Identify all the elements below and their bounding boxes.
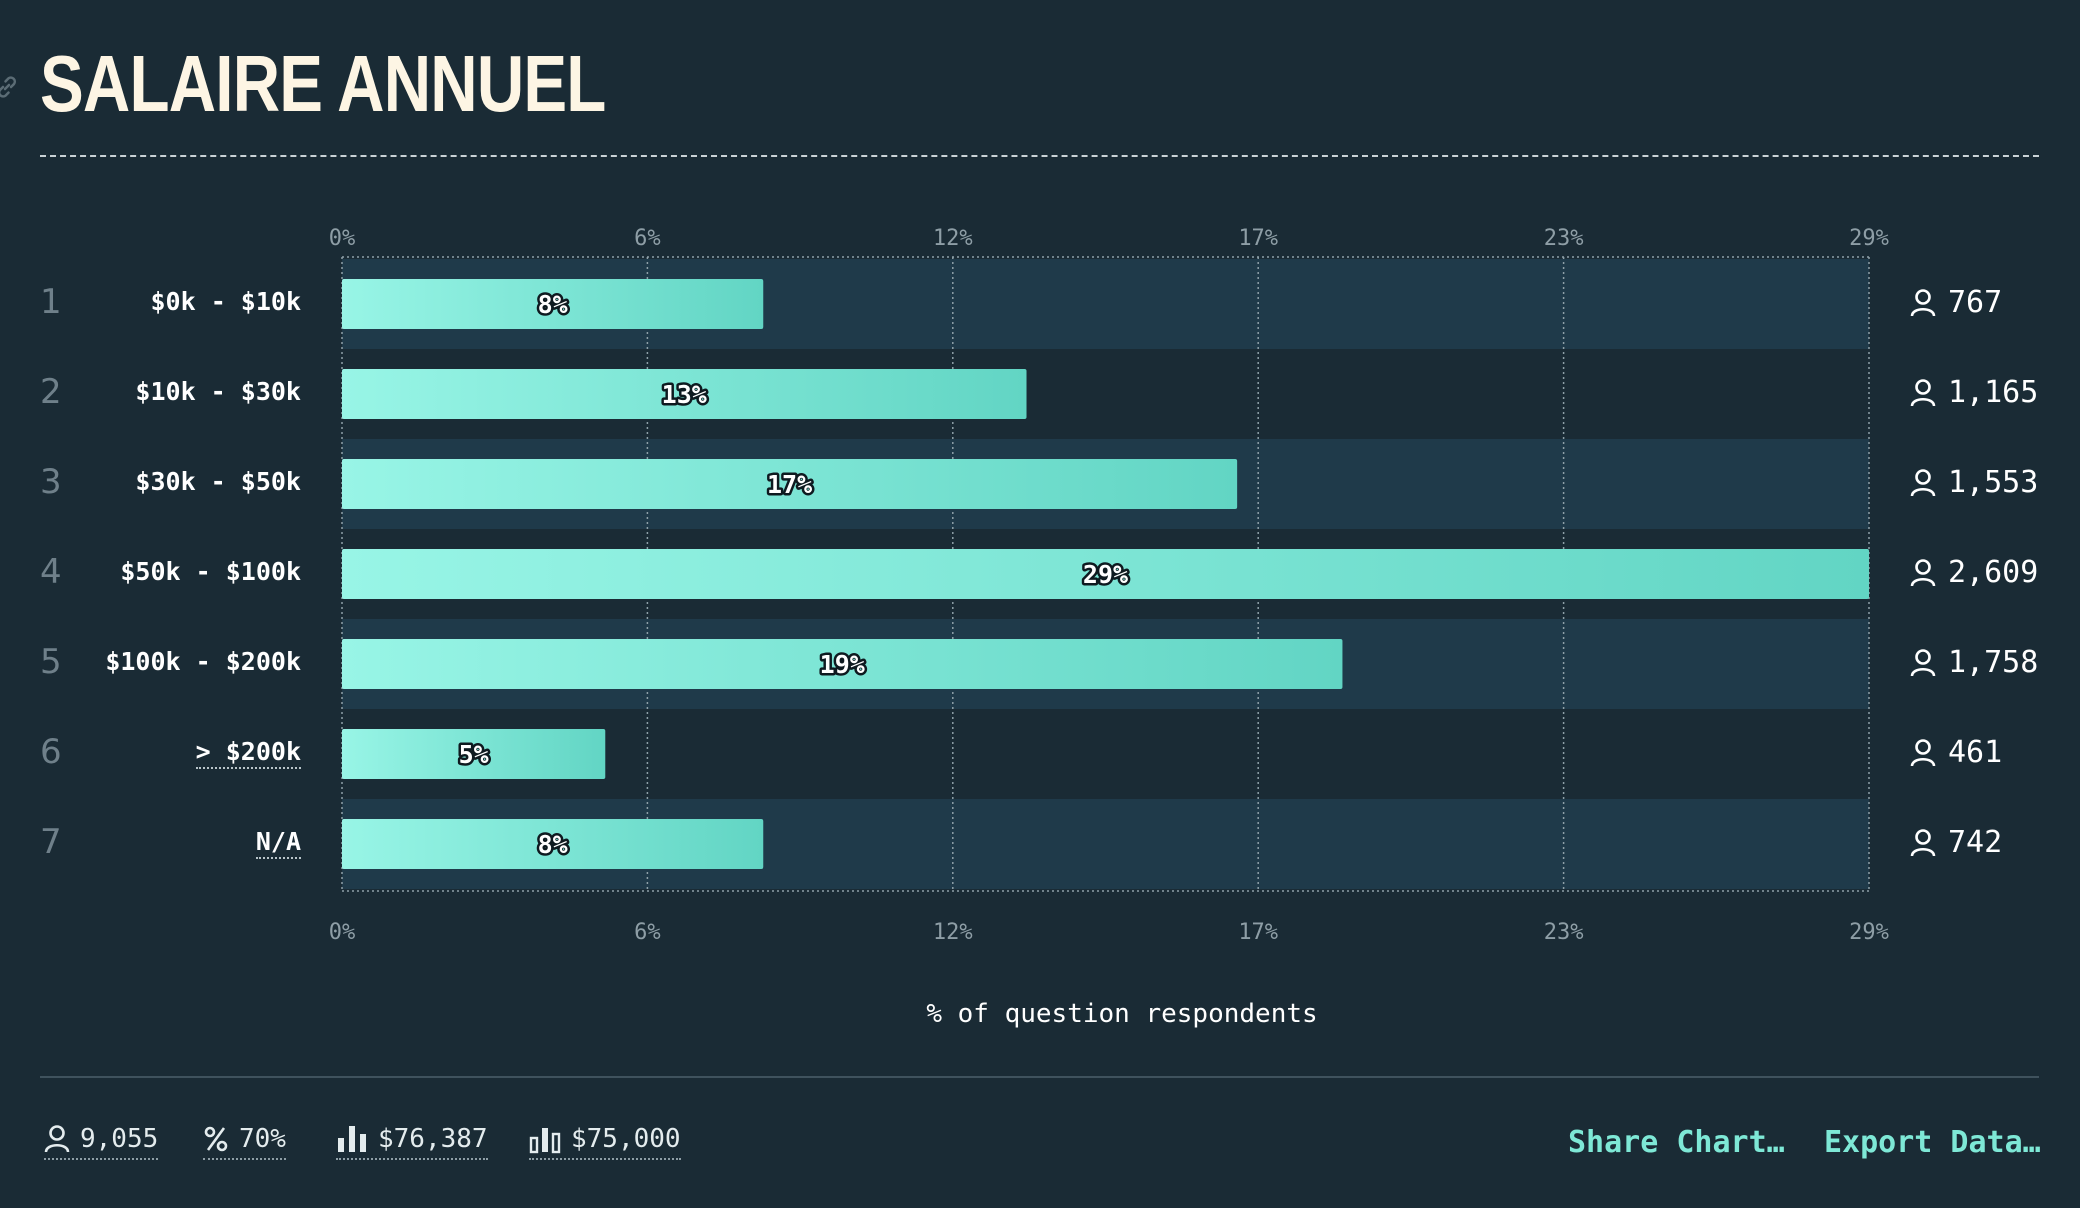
- row-rank: 6: [40, 732, 62, 772]
- bar[interactable]: [342, 549, 1869, 599]
- bar-value-label: 29%: [1083, 560, 1128, 589]
- row-rank: 1: [40, 282, 62, 322]
- bar[interactable]: [342, 639, 1343, 689]
- title-divider: [40, 155, 2039, 157]
- respondent-count: 742: [1910, 825, 2002, 860]
- person-icon: [1910, 648, 1936, 676]
- bar[interactable]: [342, 819, 764, 869]
- bar-chart-icon: [338, 1126, 366, 1152]
- category-label: $100k - $200k: [105, 647, 301, 676]
- row-rank: 2: [40, 372, 62, 412]
- person-icon: [1910, 288, 1936, 316]
- person-icon: [1910, 378, 1936, 406]
- row-rank: 4: [40, 552, 62, 592]
- x-tick-label-bottom: 29%: [1849, 920, 1889, 945]
- category-label: $0k - $10k: [150, 287, 301, 316]
- bar[interactable]: [342, 459, 1238, 509]
- x-tick-label-top: 23%: [1543, 226, 1584, 251]
- respondent-count-value: 1,758: [1948, 645, 2039, 680]
- x-tick-label-bottom: 12%: [932, 920, 973, 945]
- bar-value-label: 17%: [767, 470, 812, 499]
- bar[interactable]: [342, 279, 764, 329]
- x-tick-label-bottom: 17%: [1238, 920, 1279, 945]
- row-rank: 3: [40, 462, 62, 502]
- respondent-count: 1,553: [1910, 465, 2038, 500]
- person-icon: [1910, 558, 1936, 586]
- x-tick-label-top: 0%: [328, 226, 356, 251]
- respondent-count: 2,609: [1910, 555, 2038, 590]
- x-tick-label-bottom: 6%: [634, 920, 661, 945]
- median-chart-icon: [529, 1128, 561, 1154]
- person-icon: [1910, 738, 1936, 766]
- chart-title: SALAIRE ANNUEL: [40, 39, 606, 128]
- x-tick-label-bottom: 23%: [1543, 920, 1584, 945]
- respondent-count-value: 1,553: [1948, 465, 2039, 500]
- bar-value-label: 8%: [538, 830, 568, 859]
- bar-value-label: 8%: [538, 290, 568, 319]
- respondent-count-value: 1,165: [1948, 375, 2039, 410]
- person-icon: [1910, 468, 1936, 496]
- respondents-stat[interactable]: 9,055: [44, 1124, 159, 1160]
- category-label: $50k - $100k: [120, 557, 301, 586]
- percent-value: 70%: [239, 1124, 286, 1154]
- respondents-value: 9,055: [80, 1124, 159, 1154]
- respondent-count: 767: [1910, 285, 2002, 320]
- respondent-count-value: 767: [1948, 285, 2003, 320]
- footer-divider: [40, 1076, 2039, 1078]
- bar-value-label: 5%: [459, 740, 489, 769]
- x-tick-label-top: 12%: [932, 226, 973, 251]
- x-tick-label-top: 29%: [1849, 226, 1889, 251]
- median-value: $75,000: [571, 1124, 681, 1154]
- x-axis-title: % of question respondents: [926, 999, 1318, 1029]
- respondent-count-value: 742: [1948, 825, 2003, 860]
- export-data-button[interactable]: Export Data…: [1824, 1125, 2041, 1160]
- average-stat[interactable]: $76,387: [336, 1124, 488, 1160]
- bar[interactable]: [342, 369, 1027, 419]
- x-tick-label-top: 6%: [634, 226, 661, 251]
- bar[interactable]: [342, 729, 606, 779]
- percent-stat[interactable]: 70%: [203, 1124, 286, 1160]
- category-label[interactable]: N/A: [255, 827, 301, 859]
- person-icon: [1910, 828, 1936, 856]
- category-label: $30k - $50k: [135, 467, 301, 496]
- respondent-count-value: 2,609: [1948, 555, 2039, 590]
- respondent-count: 1,165: [1910, 375, 2038, 410]
- share-chart-button[interactable]: Share Chart…: [1568, 1125, 1785, 1160]
- respondent-count: 461: [1910, 735, 2002, 770]
- median-stat[interactable]: $75,000: [529, 1124, 681, 1160]
- respondent-count: 1,758: [1910, 645, 2038, 680]
- category-label: $10k - $30k: [135, 377, 301, 406]
- respondent-count-value: 461: [1948, 735, 2003, 770]
- category-label[interactable]: > $200k: [195, 737, 301, 769]
- row-rank: 7: [40, 822, 62, 862]
- bar-value-label: 19%: [820, 650, 865, 679]
- average-value: $76,387: [378, 1124, 488, 1154]
- bar-value-label: 13%: [662, 380, 707, 409]
- row-rank: 5: [40, 642, 62, 682]
- x-tick-label-top: 17%: [1238, 226, 1279, 251]
- person-icon: [44, 1125, 70, 1153]
- percent-icon: [204, 1126, 228, 1152]
- x-tick-label-bottom: 0%: [328, 920, 356, 945]
- link-icon[interactable]: [0, 74, 20, 100]
